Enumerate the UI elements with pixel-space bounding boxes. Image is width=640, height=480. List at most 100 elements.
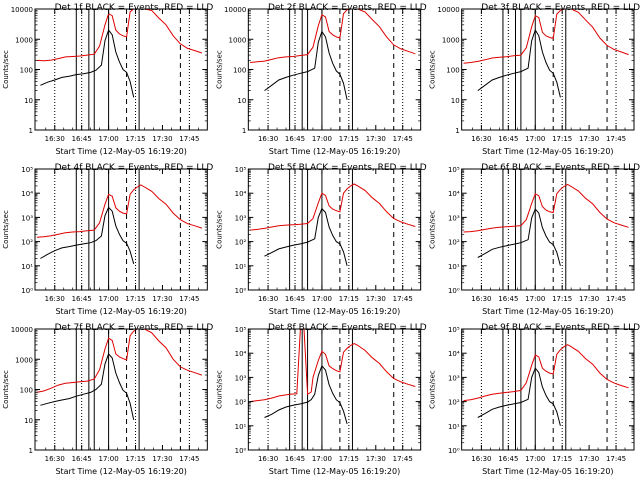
x-tick-label: 17:45 xyxy=(393,455,413,463)
y-axis-label: Counts/sec xyxy=(215,370,223,409)
y-tick-label: 100 xyxy=(446,67,459,75)
x-tick-label: 17:15 xyxy=(125,135,145,143)
x-tick-label: 17:45 xyxy=(179,455,199,463)
x-tick-label: 17:45 xyxy=(606,455,626,463)
x-tick-label: 16:30 xyxy=(45,455,65,463)
y-tick-label: 10000 xyxy=(11,6,33,14)
y-axis-label: Counts/sec xyxy=(2,370,10,409)
panel-det-5: Det 5f BLACK = Events, RED = LLD Counts/s… xyxy=(215,163,426,316)
x-axis-label: Start Time (12-May-05 16:19:20) xyxy=(482,147,613,156)
y-tick-label: 1000 xyxy=(15,36,33,44)
x-tick-label: 16:30 xyxy=(258,135,278,143)
series-events xyxy=(264,207,348,266)
y-tick-label: 10 xyxy=(451,97,460,105)
x-axis-label: Start Time (12-May-05 16:19:20) xyxy=(55,467,186,476)
x-tick-label: 17:30 xyxy=(152,295,172,303)
panel-title: Det 6f BLACK = Events, RED = LLD xyxy=(481,163,640,173)
plot-frame xyxy=(247,328,422,451)
y-tick-label: 10² xyxy=(448,239,460,247)
panel-det-7: Det 7f BLACK = Events, RED = LLD Counts/s… xyxy=(2,323,213,476)
series-lld xyxy=(36,184,203,238)
y-tick-label: 10² xyxy=(235,399,247,407)
y-tick-label: 1000 xyxy=(229,36,247,44)
x-tick-label: 16:30 xyxy=(471,455,491,463)
y-tick-label: 1000 xyxy=(442,36,460,44)
panel-det-3: Det 3f BLACK = Events, RED = LLD Counts/s… xyxy=(429,3,640,156)
y-tick-label: 10 xyxy=(237,97,246,105)
panel-title: Det 5f BLACK = Events, RED = LLD xyxy=(268,163,427,173)
y-tick-label: 10⁵ xyxy=(235,326,247,334)
x-tick-label: 17:30 xyxy=(366,135,386,143)
x-tick-label: 17:15 xyxy=(339,295,359,303)
x-tick-label: 17:45 xyxy=(179,295,199,303)
y-tick-label: 100 xyxy=(20,387,33,395)
x-tick-label: 17:45 xyxy=(393,295,413,303)
y-tick-label: 10⁵ xyxy=(235,166,247,174)
x-tick-label: 16:45 xyxy=(285,295,305,303)
series-lld xyxy=(463,344,629,402)
x-tick-label: 17:45 xyxy=(393,135,413,143)
y-tick-label: 10³ xyxy=(448,214,460,222)
x-tick-label: 17:15 xyxy=(552,135,572,143)
panel-det-1: Det 1f BLACK = Events, RED = LLD Counts/s… xyxy=(2,3,213,156)
series-events xyxy=(264,30,348,100)
x-axis-label: Start Time (12-May-05 16:19:20) xyxy=(269,467,400,476)
x-tick-label: 17:45 xyxy=(606,295,626,303)
y-tick-label: 10 xyxy=(24,97,33,105)
x-tick-label: 16:30 xyxy=(258,455,278,463)
panel-det-4: Det 4f BLACK = Events, RED = LLD Counts/s… xyxy=(2,163,213,316)
series-events xyxy=(40,352,135,420)
y-tick-label: 10⁰ xyxy=(448,447,460,455)
y-tick-label: 10⁵ xyxy=(21,166,33,174)
x-tick-label: 17:30 xyxy=(366,295,386,303)
y-tick-label: 10⁵ xyxy=(448,166,460,174)
y-tick-label: 10³ xyxy=(235,214,247,222)
y-tick-label: 10⁵ xyxy=(448,326,460,334)
y-tick-label: 10⁴ xyxy=(235,190,247,198)
y-tick-label: 1 xyxy=(29,447,33,455)
x-axis-label: Start Time (12-May-05 16:19:20) xyxy=(482,307,613,316)
x-axis-label: Start Time (12-May-05 16:19:20) xyxy=(269,307,400,316)
y-tick-label: 10¹ xyxy=(448,423,460,431)
series-events xyxy=(477,28,561,98)
x-tick-label: 17:45 xyxy=(606,135,626,143)
plot-frame xyxy=(34,168,208,291)
x-tick-label: 17:30 xyxy=(579,295,599,303)
y-tick-label: 1000 xyxy=(15,356,33,364)
y-tick-label: 10¹ xyxy=(235,263,247,271)
y-tick-label: 100 xyxy=(20,67,33,75)
x-axis-label: Start Time (12-May-05 16:19:20) xyxy=(55,147,186,156)
y-tick-label: 10⁰ xyxy=(235,287,247,295)
y-tick-label: 10¹ xyxy=(21,263,33,271)
y-tick-label: 10² xyxy=(21,239,33,247)
y-axis-label: Counts/sec xyxy=(2,50,10,89)
x-tick-label: 16:30 xyxy=(258,295,278,303)
x-tick-label: 17:30 xyxy=(579,455,599,463)
series-lld xyxy=(463,8,629,64)
y-tick-label: 1 xyxy=(455,127,459,135)
series-lld xyxy=(463,183,629,233)
x-tick-label: 17:00 xyxy=(312,135,332,143)
y-tick-label: 1 xyxy=(29,127,33,135)
series-lld xyxy=(36,328,203,393)
panel-det-2: Det 2f BLACK = Events, RED = LLD Counts/s… xyxy=(215,3,426,156)
y-axis-label: Counts/sec xyxy=(215,210,223,249)
x-tick-label: 17:00 xyxy=(99,455,119,463)
x-tick-label: 16:45 xyxy=(285,455,305,463)
panel-title: Det 1f BLACK = Events, RED = LLD xyxy=(55,3,214,13)
panel-title: Det 3f BLACK = Events, RED = LLD xyxy=(481,3,640,13)
x-tick-label: 17:30 xyxy=(366,455,386,463)
x-tick-label: 17:00 xyxy=(99,135,119,143)
x-axis-label: Start Time (12-May-05 16:19:20) xyxy=(55,307,186,316)
plot-frame xyxy=(461,328,635,451)
panel-title: Det 4f BLACK = Events, RED = LLD xyxy=(55,163,214,173)
x-tick-label: 17:15 xyxy=(125,295,145,303)
series-lld xyxy=(250,328,416,403)
y-axis-label: Counts/sec xyxy=(429,370,437,409)
y-tick-label: 10³ xyxy=(448,374,460,382)
x-tick-label: 17:00 xyxy=(312,295,332,303)
x-tick-label: 17:30 xyxy=(579,135,599,143)
x-tick-label: 17:15 xyxy=(552,295,572,303)
y-tick-label: 10³ xyxy=(235,374,247,382)
